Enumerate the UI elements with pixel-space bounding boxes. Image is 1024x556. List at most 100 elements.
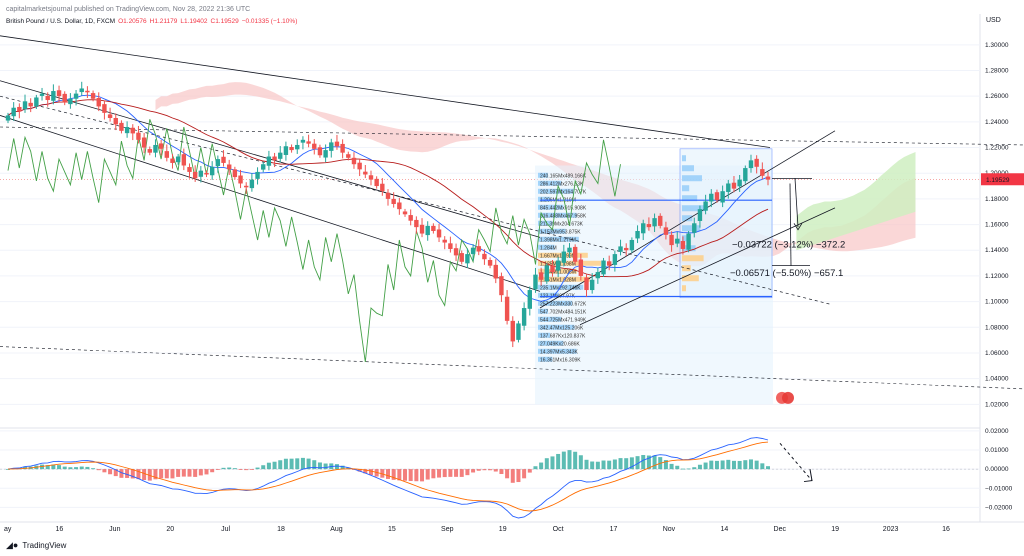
macd-hist-bar [119, 469, 124, 478]
macd-hist-bar [91, 468, 96, 470]
macd-hist-bar [567, 450, 572, 470]
candle [175, 153, 181, 165]
candle-body [215, 159, 221, 167]
candle-body [504, 296, 510, 321]
candle [329, 138, 334, 158]
candle [28, 98, 33, 113]
macd-hist-bar [731, 460, 736, 470]
cloud-bullish [796, 152, 916, 251]
candle [754, 155, 759, 174]
candle-body [442, 239, 447, 243]
candles [5, 81, 771, 348]
candle [107, 107, 113, 122]
macd-hist-bar [663, 460, 668, 470]
candle [555, 256, 561, 278]
vp-bar-right [682, 225, 701, 232]
candle-body [652, 218, 657, 227]
candle-body [726, 183, 731, 192]
time-axis: ay 16 Jun 20 Jul 18 Aug 15 Sep 19 Oct 17 Nov 14 Dec 19 2… [4, 526, 950, 533]
candle [453, 243, 459, 262]
macd-hist-bar [193, 469, 198, 477]
macd-hist-bar [289, 458, 294, 470]
osc-tick-label: 0.00000 [985, 466, 1009, 473]
candle [641, 219, 646, 240]
candle [340, 139, 345, 159]
candle-body [538, 272, 544, 280]
vp-bar-label: 235.1Mx292.746K [540, 285, 581, 291]
candle-body [380, 183, 385, 192]
macd-hist-bar [720, 460, 725, 470]
ohlc-high: H1.21179 [149, 18, 178, 25]
macd-hist-bar [295, 458, 300, 470]
time-tick-label: 18 [277, 526, 285, 533]
candle [510, 316, 515, 348]
candle [283, 141, 289, 161]
candle-body [209, 166, 215, 176]
candle [584, 273, 589, 297]
candle-body [555, 260, 561, 271]
macd-hist-bar [522, 469, 527, 479]
macd-hist-bar [176, 469, 181, 477]
candle-body [629, 239, 635, 251]
symbol-legend: British Pound / U.S. Dollar, 1D, FXCM O1… [6, 18, 297, 25]
candle-body [743, 168, 748, 182]
candle-body [329, 142, 334, 151]
vp-bar-label: 240.165Mx489.166K [540, 173, 587, 179]
macd-hist-bar [499, 469, 504, 475]
candle [85, 86, 90, 98]
candle-body [476, 246, 481, 252]
macd-line [7, 437, 769, 519]
candle [295, 139, 300, 154]
candle-body [658, 215, 663, 226]
candle [538, 267, 544, 286]
ichimoku-lines [7, 94, 769, 363]
price-tick-label: 1.10000 [985, 299, 1009, 306]
candle-body [720, 191, 725, 203]
vp-bar-right [682, 285, 686, 292]
candle [612, 250, 618, 272]
macd-hist-bar [493, 469, 498, 472]
vp-bar-right [682, 175, 702, 182]
candle [261, 161, 266, 173]
macd-hist-bar [465, 469, 470, 476]
kijun-line [7, 99, 769, 278]
candle [346, 151, 351, 161]
candle-body [278, 152, 283, 159]
symbol-name: British Pound / U.S. Dollar, 1D, FXCM [6, 18, 116, 25]
macd-hist-bar [516, 469, 521, 483]
candle-body [584, 277, 589, 291]
candle-body [119, 122, 124, 131]
macd-hist-bar [505, 469, 510, 479]
macd-hist-bar [471, 469, 476, 473]
candle-body [244, 185, 249, 188]
candle-body [73, 93, 79, 99]
price-axis: 1.300001.280001.260001.240001.220001.200… [981, 42, 1024, 408]
candle [68, 93, 73, 109]
macd-hist-bar [386, 469, 390, 479]
macd-hist-bar [85, 466, 90, 470]
candle-body [351, 157, 357, 165]
vp-bar [538, 172, 548, 178]
vp-bar [538, 348, 577, 354]
currency-label: USD [986, 17, 1001, 24]
candle [425, 221, 430, 241]
vp-bar [538, 284, 584, 290]
candle [731, 176, 737, 193]
macd-hist-bar [125, 469, 130, 478]
candle [73, 90, 79, 106]
candle-body [391, 198, 396, 205]
measure-arrow-1 [794, 178, 799, 228]
macd-hist-bar [380, 469, 385, 478]
macd-hist-bar [181, 469, 186, 477]
candle-body [624, 247, 629, 251]
macd-hist-bar [187, 469, 192, 477]
candle [448, 236, 453, 253]
vp-bar-label: 211.39Mx204.673K [540, 221, 584, 227]
macd-hist-bar [6, 469, 10, 470]
rising-channel-upper [539, 130, 836, 309]
macd-hist-bar [476, 469, 481, 471]
candle [351, 152, 357, 169]
candle-body [550, 265, 555, 273]
candle [141, 132, 147, 154]
